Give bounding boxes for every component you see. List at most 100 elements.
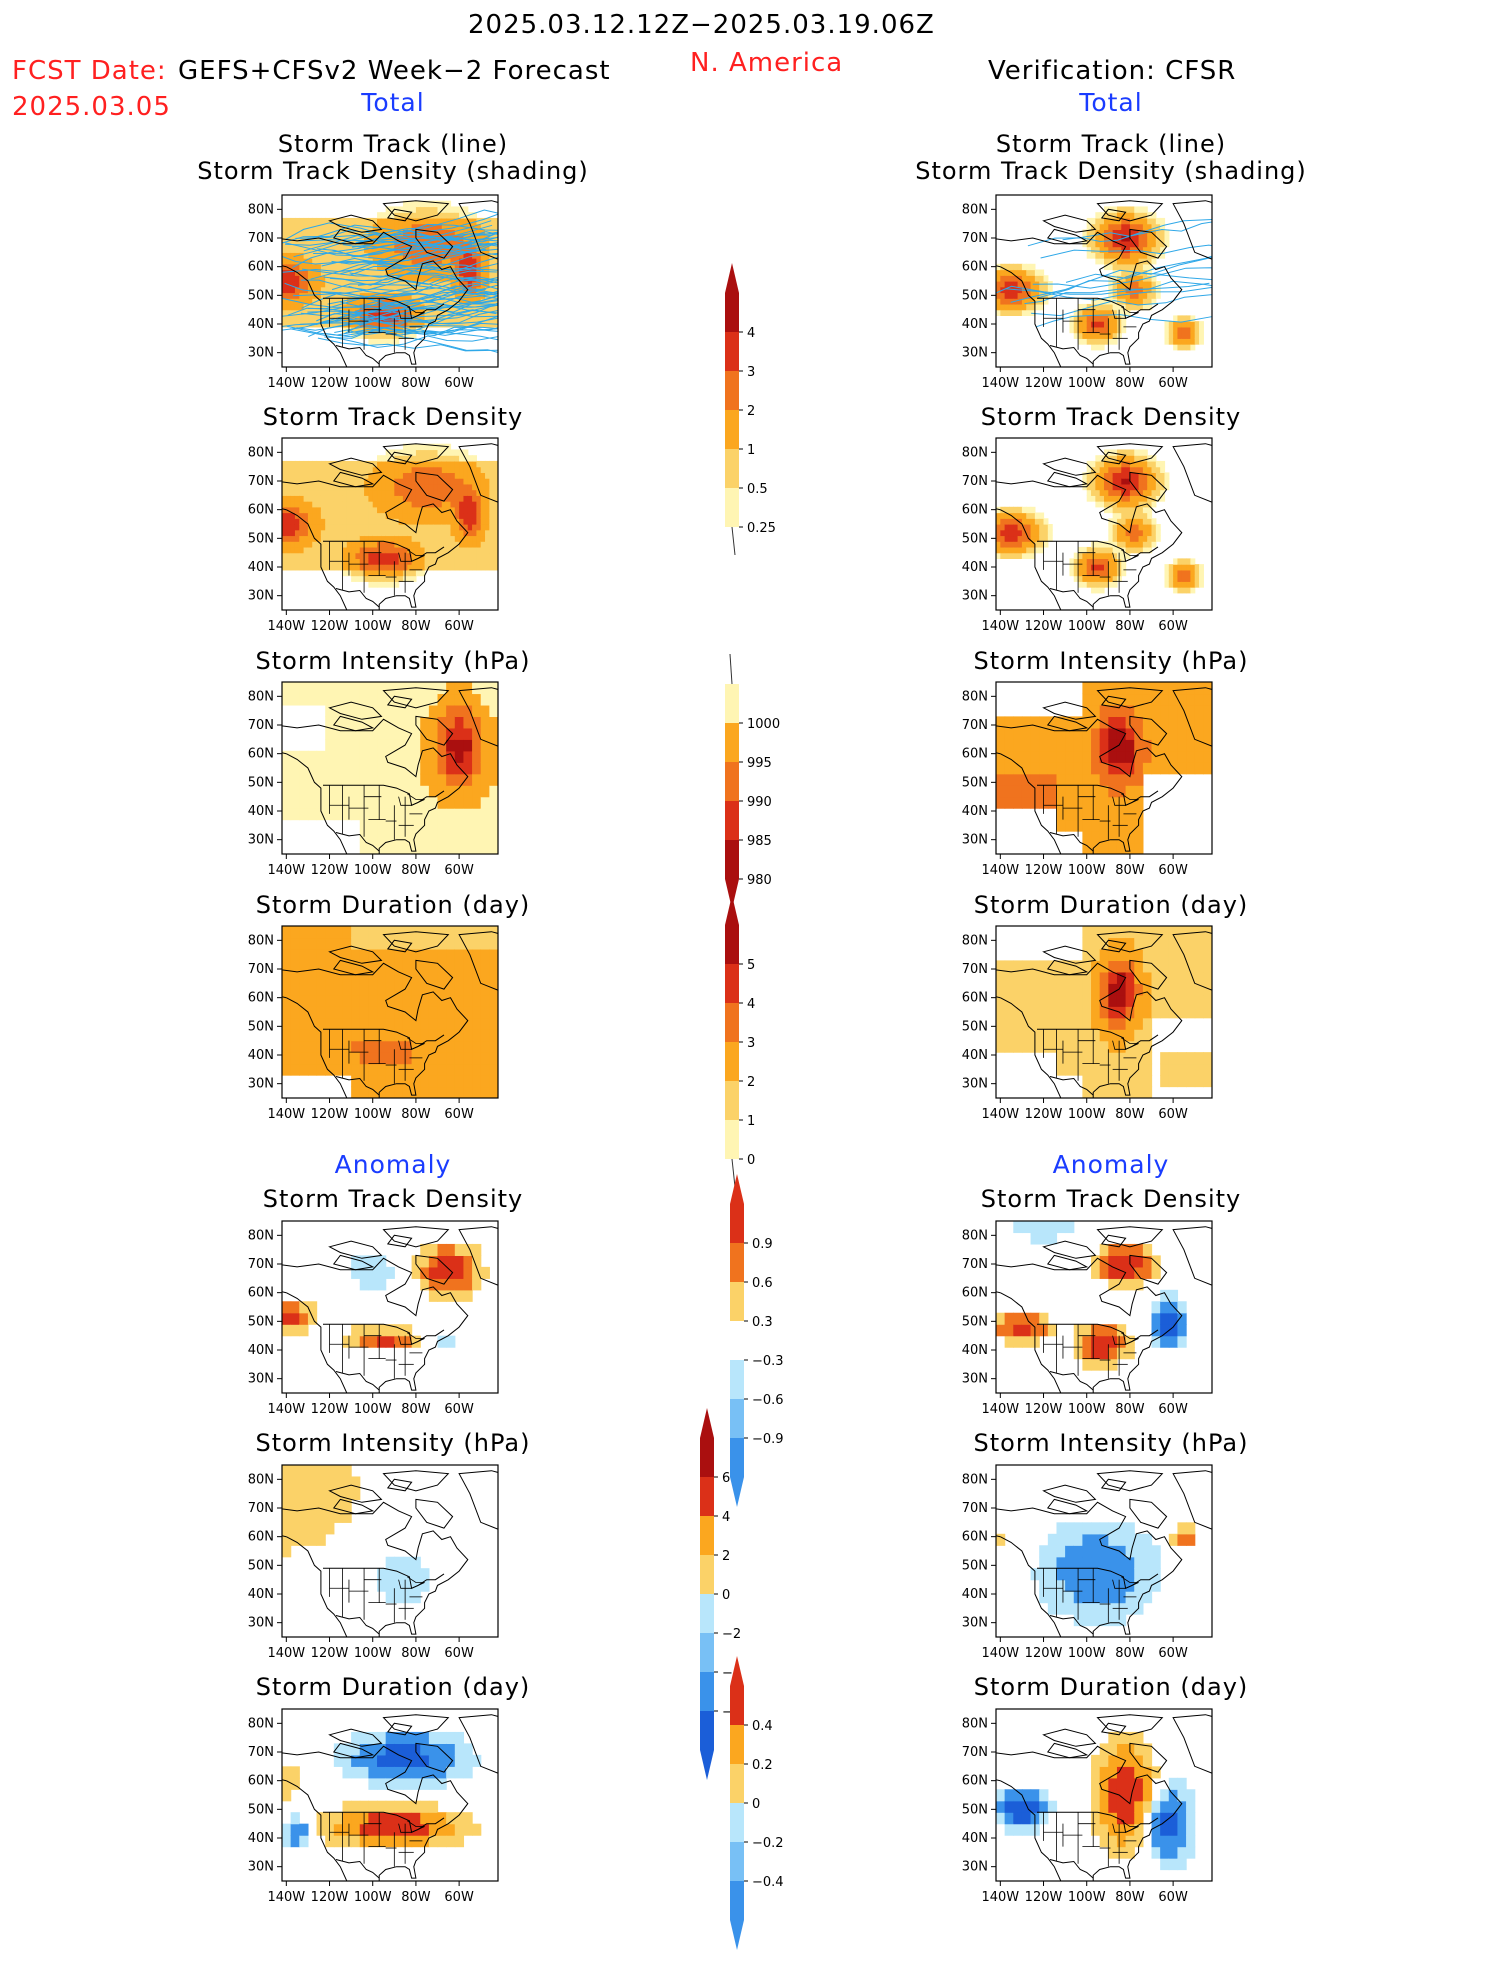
lat-tick-label: 50N	[248, 1314, 274, 1329]
lon-tick-label: 60W	[444, 619, 474, 634]
lat-tick-label: 70N	[248, 1745, 274, 1760]
lon-tick-label: 100W	[354, 863, 392, 878]
lat-tick-label: 70N	[248, 1501, 274, 1516]
lat-tick-label: 60N	[248, 1286, 274, 1301]
colorbar-tick-label: −0.2	[752, 1836, 784, 1851]
lon-tick-label: 140W	[981, 1107, 1019, 1122]
colorbar-tick-label: 2	[722, 1549, 730, 1564]
lat-tick-label: 70N	[248, 718, 274, 733]
left-density-title: Storm Track Density	[173, 403, 613, 431]
lat-tick-label: 80N	[248, 445, 274, 460]
lat-tick-label: 60N	[962, 991, 988, 1006]
lon-tick-label: 140W	[267, 863, 305, 878]
lon-tick-label: 100W	[1068, 1646, 1106, 1661]
lat-tick-label: 60N	[962, 1774, 988, 1789]
colorbar-tick-label: 3	[747, 365, 755, 380]
lon-tick-label: 120W	[311, 1402, 349, 1417]
left-anomaly-heading: Anomaly	[173, 1150, 613, 1179]
lat-tick-label: 30N	[962, 833, 988, 848]
lat-tick-label: 60N	[962, 260, 988, 275]
colorbar-tick-label: −2	[722, 1627, 741, 1642]
lon-tick-label: 100W	[1068, 1402, 1106, 1417]
lon-tick-label: 100W	[1068, 1890, 1106, 1905]
colorbar-tick-label: −0.3	[752, 1354, 784, 1369]
lon-tick-label: 80W	[1115, 1107, 1145, 1122]
lat-tick-label: 50N	[962, 531, 988, 546]
colorbar-tick-label: 3	[747, 1036, 755, 1051]
lon-tick-label: 120W	[311, 1890, 349, 1905]
colorbar-tick-label: 0.2	[752, 1758, 773, 1773]
lat-tick-label: 50N	[962, 1019, 988, 1034]
lon-tick-label: 80W	[401, 1402, 431, 1417]
left-intensity-anomaly-title: Storm Intensity (hPa)	[173, 1429, 613, 1457]
lon-tick-label: 100W	[354, 1402, 392, 1417]
verification-title: Verification: CFSR	[988, 56, 1236, 86]
lon-tick-label: 140W	[981, 863, 1019, 878]
lat-tick-label: 80N	[248, 1472, 274, 1487]
lon-tick-label: 60W	[444, 1107, 474, 1122]
lat-tick-label: 50N	[962, 1314, 988, 1329]
fcst-date-value: 2025.03.05	[12, 92, 171, 122]
lat-tick-label: 60N	[962, 1286, 988, 1301]
lat-tick-label: 60N	[962, 503, 988, 518]
lat-tick-label: 30N	[248, 346, 274, 361]
lon-tick-label: 100W	[1068, 376, 1106, 391]
lon-tick-label: 140W	[981, 376, 1019, 391]
field-shading	[282, 926, 499, 1099]
lat-tick-label: 30N	[962, 1372, 988, 1387]
lon-tick-label: 120W	[1025, 1107, 1063, 1122]
lon-tick-label: 80W	[401, 1107, 431, 1122]
lon-tick-label: 60W	[444, 376, 474, 391]
lat-tick-label: 40N	[248, 1048, 274, 1063]
lat-tick-label: 40N	[248, 317, 274, 332]
lon-tick-label: 60W	[444, 863, 474, 878]
colorbar-tick-label: 0.6	[752, 1276, 773, 1291]
lat-tick-label: 70N	[962, 231, 988, 246]
lat-tick-label: 80N	[248, 1228, 274, 1243]
colorbar-tick-label: 0	[752, 1797, 760, 1812]
lat-tick-label: 50N	[962, 288, 988, 303]
lon-tick-label: 80W	[1115, 619, 1145, 634]
lat-tick-label: 60N	[248, 1774, 274, 1789]
lon-tick-label: 60W	[1158, 1890, 1188, 1905]
colorbar-tick-label: 0.25	[747, 521, 776, 536]
left-duration-title: Storm Duration (day)	[173, 891, 613, 919]
lat-tick-label: 30N	[248, 589, 274, 604]
lat-tick-label: 60N	[248, 991, 274, 1006]
left-density-anomaly-title: Storm Track Density	[173, 1185, 613, 1213]
lat-tick-label: 30N	[962, 1616, 988, 1631]
lat-tick-label: 70N	[248, 231, 274, 246]
lat-tick-label: 80N	[962, 933, 988, 948]
lon-tick-label: 60W	[1158, 1107, 1188, 1122]
lat-tick-label: 50N	[962, 1558, 988, 1573]
lon-tick-label: 60W	[1158, 1402, 1188, 1417]
lon-tick-label: 100W	[1068, 863, 1106, 878]
lat-tick-label: 60N	[248, 747, 274, 762]
lon-tick-label: 100W	[354, 1646, 392, 1661]
right-track-line-title: Storm Track (line)	[891, 130, 1331, 158]
lat-tick-label: 40N	[248, 1343, 274, 1358]
colorbar-tick-label: 5	[747, 958, 755, 973]
lon-tick-label: 120W	[311, 619, 349, 634]
lat-tick-label: 40N	[962, 317, 988, 332]
lon-tick-label: 60W	[1158, 619, 1188, 634]
lat-tick-label: 70N	[248, 474, 274, 489]
lon-tick-label: 60W	[444, 1890, 474, 1905]
fcst-date-label: FCST Date:	[12, 56, 167, 86]
lat-tick-label: 80N	[962, 1228, 988, 1243]
field-shading	[282, 444, 499, 588]
lon-tick-label: 140W	[267, 376, 305, 391]
lat-tick-label: 50N	[248, 775, 274, 790]
lon-tick-label: 140W	[981, 619, 1019, 634]
lat-tick-label: 50N	[248, 1019, 274, 1034]
lon-tick-label: 60W	[444, 1402, 474, 1417]
lat-tick-label: 40N	[962, 1587, 988, 1602]
lon-tick-label: 120W	[311, 376, 349, 391]
lat-tick-label: 80N	[248, 933, 274, 948]
lon-tick-label: 80W	[401, 863, 431, 878]
lat-tick-label: 40N	[248, 560, 274, 575]
